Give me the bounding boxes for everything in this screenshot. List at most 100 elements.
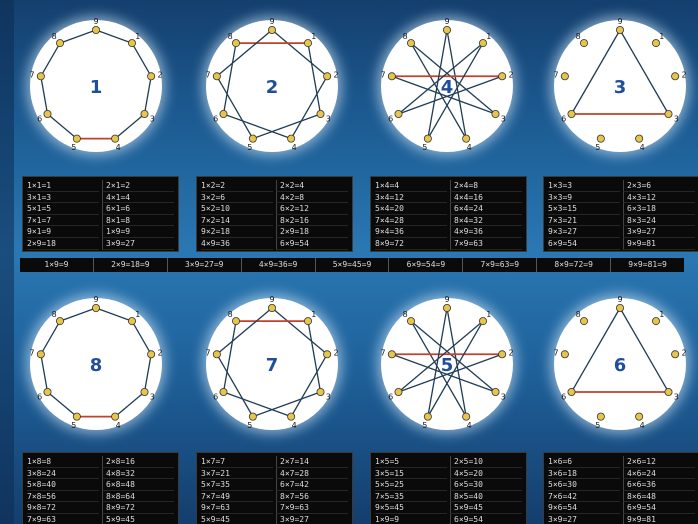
node-dot <box>303 39 312 48</box>
table-cell: 8×4=32 <box>450 214 522 227</box>
node-label: 3 <box>150 115 155 124</box>
node-dot <box>43 387 52 396</box>
node-label: 4 <box>116 421 121 430</box>
node-dot <box>303 317 312 326</box>
node-dot <box>423 134 432 143</box>
table-cell: 9×2=18 <box>201 226 273 238</box>
node-dot <box>478 317 487 326</box>
node-label: 5 <box>422 421 427 430</box>
node-dot <box>219 110 228 119</box>
node-dot <box>147 72 156 81</box>
table-cell: 2×6=12 <box>623 456 695 468</box>
node-dot <box>651 39 660 48</box>
table-cell: 9×3=27 <box>548 226 620 238</box>
node-dot <box>580 317 589 326</box>
table-cell: 2×2=4 <box>276 180 348 192</box>
node-dot <box>56 39 65 48</box>
chord-line <box>427 29 448 139</box>
table-cell: 2×9=18 <box>27 238 99 250</box>
node-label: 5 <box>71 143 76 152</box>
table-cell: 9×6=54 <box>548 502 620 514</box>
node-dot <box>219 387 228 396</box>
table-cell: 8×7=56 <box>276 490 348 503</box>
node-dot <box>56 317 65 326</box>
node-dot <box>111 134 120 143</box>
node-dot <box>72 412 81 421</box>
table-cell: 2×7=14 <box>276 456 348 468</box>
chord-line <box>307 320 322 393</box>
node-dot <box>616 25 625 34</box>
table-cell: 1×4=4 <box>375 180 447 192</box>
table-cell: 5×9=45 <box>102 513 174 524</box>
white-disc <box>381 20 513 152</box>
table-cell: 1×9=9 <box>375 514 447 524</box>
node-dot <box>491 387 500 396</box>
table-cell: 4×9=36 <box>201 238 273 250</box>
chord-line <box>398 353 503 393</box>
node-label: 2 <box>681 71 686 80</box>
node-label: 9 <box>93 17 98 26</box>
node-label: 8 <box>52 310 57 319</box>
node-label: 1 <box>311 310 316 319</box>
diagram-number: 2 <box>266 77 279 98</box>
table-cell: 4×1=4 <box>102 191 174 204</box>
node-dot <box>72 134 81 143</box>
node-dot <box>560 72 569 81</box>
node-dot <box>232 39 241 48</box>
chord-line <box>216 307 273 355</box>
node-dot <box>567 110 576 119</box>
strip-cell: 1×9=9 <box>20 258 94 272</box>
node-label: 4 <box>467 143 472 152</box>
node-label: 8 <box>576 310 581 319</box>
chord-line <box>131 42 152 77</box>
table-cell: 5×9=45 <box>450 502 522 514</box>
times-table: 1×6=6 2×6=12 3×6=18 4×6=24 5×6=30 6×6=36 7×6=4… <box>543 452 698 524</box>
times-table: 1×7=7 2×7=14 3×7=21 4×7=28 5×7=35 6×7=42 7×7=4… <box>196 452 353 524</box>
circle-diagram-8: 9 1 2 3 4 5 6 7 8 8 <box>26 294 166 434</box>
white-disc <box>554 298 686 430</box>
node-dot <box>596 134 605 143</box>
chord-line <box>391 75 496 115</box>
strip-cell: 9×9=81=9 <box>628 260 667 269</box>
table-cell: 4×3=12 <box>623 191 695 204</box>
table-cell: 6×9=54 <box>450 513 522 524</box>
table-cell: 1×1=1 <box>27 180 99 192</box>
node-dot <box>664 387 673 396</box>
chord-line <box>290 75 328 139</box>
node-label: 7 <box>380 349 385 358</box>
times-table: 1×3=3 2×3=6 3×3=9 4×3=12 5×3=15 6×3=18 7×3=21 8… <box>543 176 698 252</box>
chord-line <box>95 307 133 322</box>
node-label: 5 <box>247 143 252 152</box>
node-label: 8 <box>403 310 408 319</box>
table-cell: 9×1=9 <box>27 226 99 238</box>
node-label: 9 <box>269 295 274 304</box>
node-dot <box>394 387 403 396</box>
table-cell: 4×9=36 <box>450 226 522 238</box>
table-cell: 9×9=81 <box>623 513 695 524</box>
node-dot <box>407 39 416 48</box>
table-cell: 6×9=54 <box>623 502 695 514</box>
node-dot <box>248 412 257 421</box>
table-cell: 7×5=35 <box>375 491 447 503</box>
table-cell: 2×3=6 <box>623 180 695 192</box>
table-cell: 4×6=24 <box>623 467 695 480</box>
chord-line <box>216 353 254 417</box>
node-dot <box>316 110 325 119</box>
node-dot <box>423 412 432 421</box>
chord-line <box>47 113 78 140</box>
node-label: 2 <box>333 71 338 80</box>
table-cell: 1×2=2 <box>201 180 273 192</box>
node-dot <box>651 317 660 326</box>
node-label: 1 <box>135 310 140 319</box>
node-dot <box>394 110 403 119</box>
node-dot <box>140 110 149 119</box>
table-cell: 3×5=15 <box>375 468 447 480</box>
node-label: 6 <box>213 393 218 402</box>
table-cell: 3×3=9 <box>548 192 620 204</box>
node-label: 3 <box>674 393 679 402</box>
diagram-number: 8 <box>90 355 103 376</box>
table-cell: 4×8=32 <box>102 467 174 480</box>
white-disc <box>381 298 513 430</box>
table-cell: 7×6=42 <box>548 491 620 503</box>
